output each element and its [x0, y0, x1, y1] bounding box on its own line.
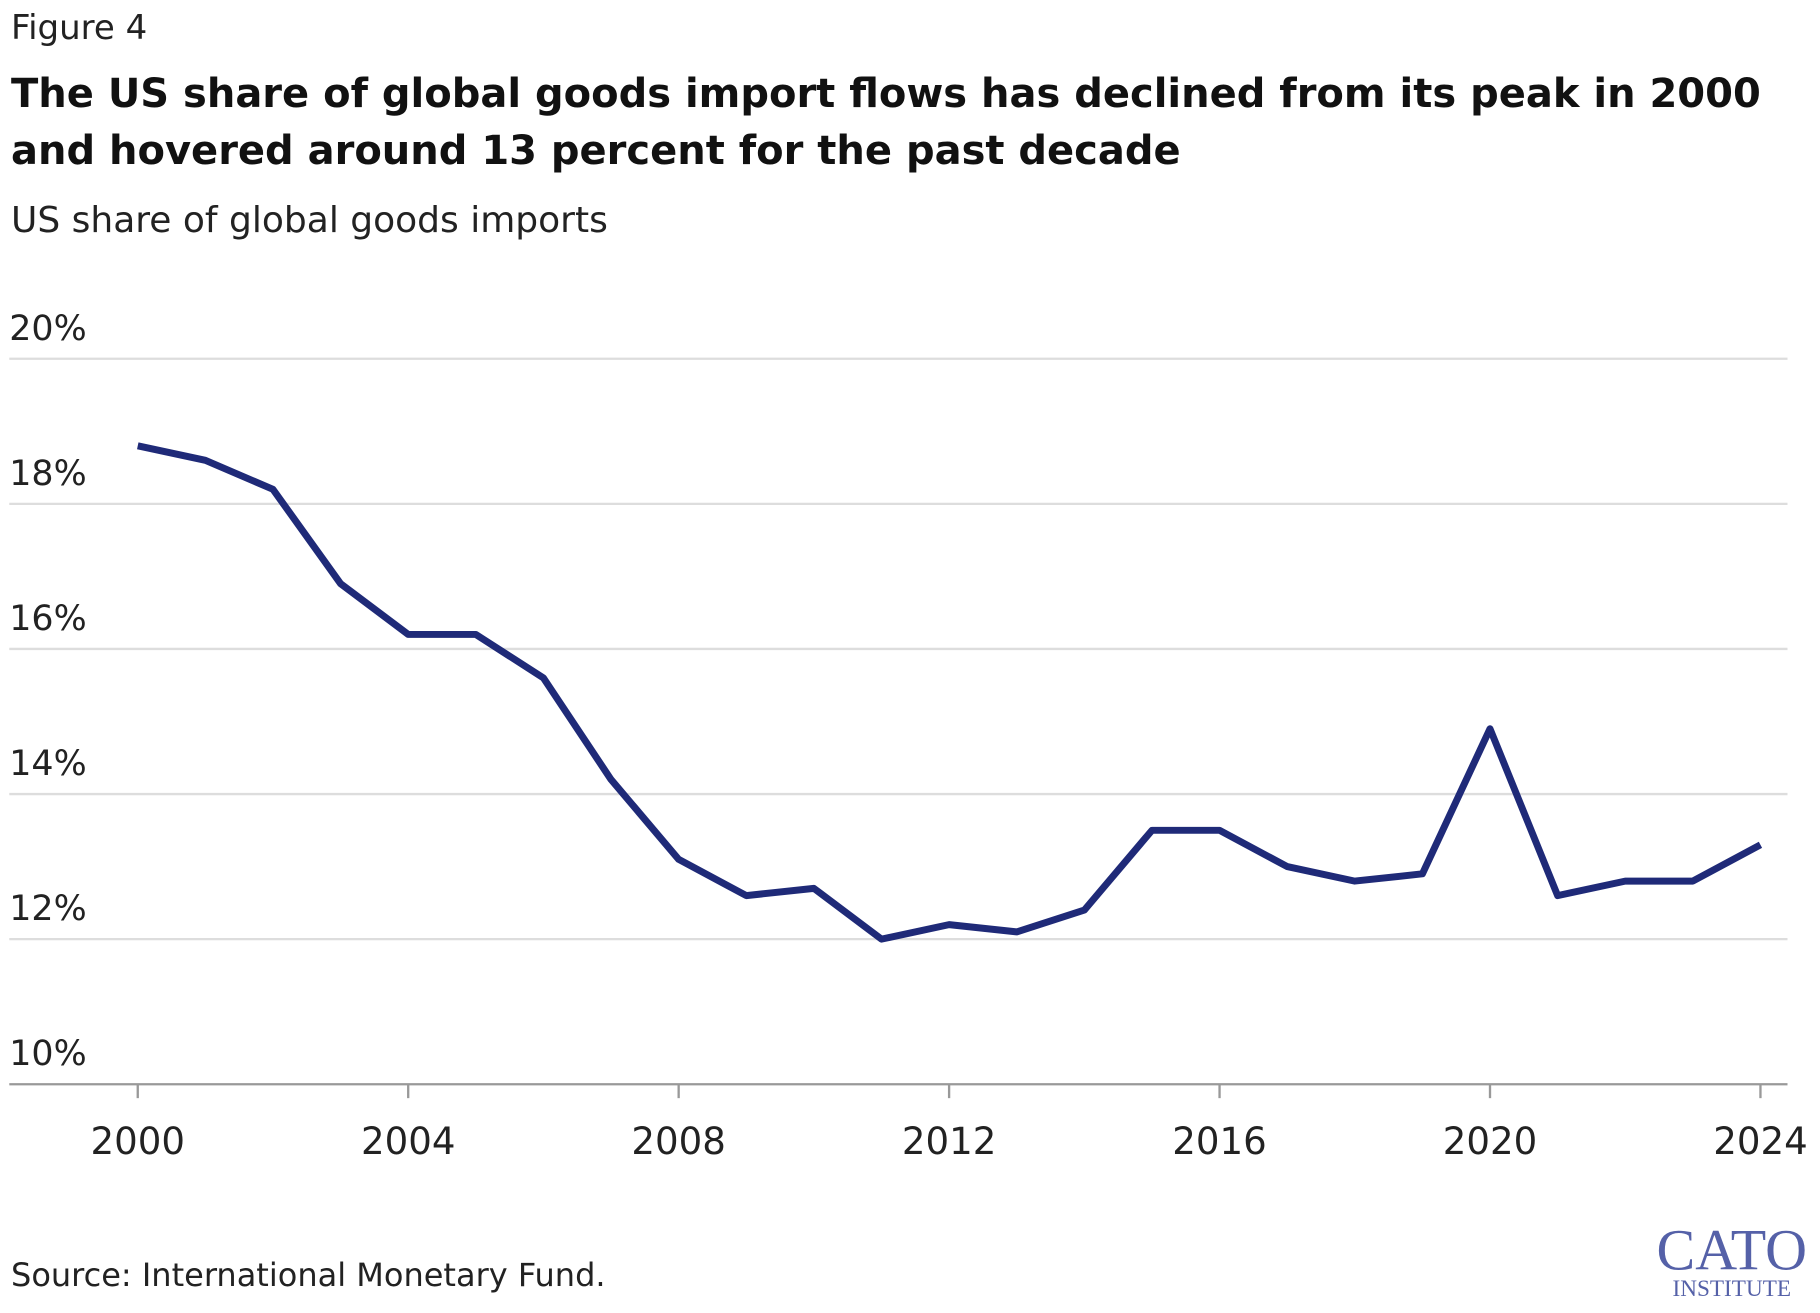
x-tick-label: 2024 [1713, 1120, 1807, 1163]
y-tick-label: 14% [9, 744, 86, 784]
x-tick-label: 2016 [1172, 1120, 1266, 1163]
chart-subtitle: US share of global goods imports [11, 200, 608, 241]
x-tick-label: 2012 [902, 1120, 996, 1163]
y-tick-label: 16% [9, 599, 86, 639]
x-tick-label: 2004 [361, 1120, 455, 1163]
source-note: Source: International Monetary Fund. [11, 1256, 606, 1294]
logo: CATO [1657, 1217, 1807, 1282]
x-tick-label: 2020 [1443, 1120, 1537, 1163]
chart-title: The US share of global goods import flow… [11, 71, 1761, 174]
logo-sub: INSTITUTE [1672, 1276, 1791, 1302]
x-tick-label: 2000 [91, 1120, 185, 1163]
x-tick-label: 2008 [631, 1120, 725, 1163]
y-tick-label: 20% [9, 309, 86, 349]
y-tick-label: 10% [9, 1034, 86, 1074]
figure-label: Figure 4 [11, 8, 148, 48]
y-tick-label: 18% [9, 454, 86, 494]
data-line [137, 442, 1763, 943]
y-tick-label: 12% [9, 889, 86, 929]
